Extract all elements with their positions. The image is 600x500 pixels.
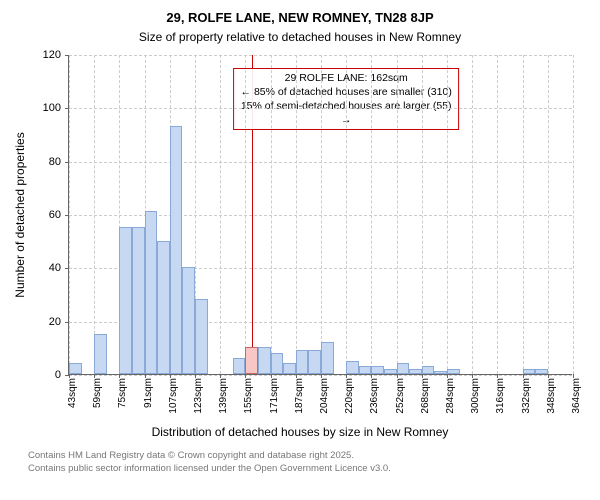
xtick-label: 332sqm — [521, 378, 532, 414]
histogram-bar — [397, 363, 410, 374]
xtick-label: 91sqm — [143, 378, 154, 408]
xtick-label: 43sqm — [67, 378, 78, 408]
chart-title-main: 29, ROLFE LANE, NEW ROMNEY, TN28 8JP — [0, 10, 600, 25]
histogram-bar — [94, 334, 107, 374]
gridline-v — [245, 55, 246, 374]
gridline-v — [346, 55, 347, 374]
histogram-bar — [296, 350, 309, 374]
xtick-label: 364sqm — [571, 378, 582, 414]
histogram-bar — [359, 366, 372, 374]
marker-bar — [245, 347, 258, 374]
gridline-v — [94, 55, 95, 374]
xtick-label: 139sqm — [218, 378, 229, 414]
histogram-bar — [145, 211, 158, 374]
gridline-v — [296, 55, 297, 374]
histogram-bar — [271, 353, 284, 374]
gridline-v — [548, 55, 549, 374]
xtick-label: 220sqm — [344, 378, 355, 414]
histogram-bar — [258, 347, 271, 374]
histogram-bar — [308, 350, 321, 374]
gridline-v — [523, 55, 524, 374]
ytick-label: 80 — [49, 156, 69, 168]
histogram-bar — [170, 126, 183, 374]
xtick-label: 284sqm — [445, 378, 456, 414]
histogram-bar — [523, 369, 536, 374]
plot-area: 29 ROLFE LANE: 162sqm ← 85% of detached … — [68, 55, 572, 375]
footer-line-1: Contains HM Land Registry data © Crown c… — [0, 450, 600, 461]
histogram-bar — [132, 227, 145, 374]
ytick-label: 100 — [43, 102, 69, 114]
ytick-label: 60 — [49, 209, 69, 221]
gridline-v — [371, 55, 372, 374]
ytick-label: 40 — [49, 262, 69, 274]
ytick-label: 20 — [49, 316, 69, 328]
x-axis-label: Distribution of detached houses by size … — [0, 425, 600, 439]
xtick-label: 107sqm — [168, 378, 179, 414]
xtick-label: 155sqm — [243, 378, 254, 414]
histogram-bar — [371, 366, 384, 374]
footer-line-2: Contains public sector information licen… — [0, 463, 600, 474]
xtick-label: 300sqm — [470, 378, 481, 414]
gridline-v — [271, 55, 272, 374]
xtick-label: 123sqm — [193, 378, 204, 414]
xtick-label: 204sqm — [319, 378, 330, 414]
histogram-bar — [233, 358, 246, 374]
gridline-v — [321, 55, 322, 374]
histogram-bar — [182, 267, 195, 374]
histogram-bar — [422, 366, 435, 374]
histogram-bar — [157, 241, 170, 374]
xtick-label: 59sqm — [92, 378, 103, 408]
gridline-v — [69, 55, 70, 374]
histogram-bar — [447, 369, 460, 374]
histogram-bar — [69, 363, 82, 374]
xtick-label: 75sqm — [117, 378, 128, 408]
xtick-label: 268sqm — [420, 378, 431, 414]
xtick-label: 171sqm — [269, 378, 280, 414]
gridline-v — [397, 55, 398, 374]
histogram-bar — [434, 371, 447, 374]
gridline-v — [472, 55, 473, 374]
histogram-bar — [119, 227, 132, 374]
xtick-label: 316sqm — [495, 378, 506, 414]
chart-container: 29, ROLFE LANE, NEW ROMNEY, TN28 8JP Siz… — [0, 0, 600, 500]
xtick-label: 187sqm — [294, 378, 305, 414]
histogram-bar — [409, 369, 422, 374]
gridline-v — [447, 55, 448, 374]
gridline-v — [573, 55, 574, 374]
histogram-bar — [321, 342, 334, 374]
xtick-label: 236sqm — [369, 378, 380, 414]
ytick-label: 120 — [43, 49, 69, 61]
chart-title-sub: Size of property relative to detached ho… — [0, 30, 600, 44]
gridline-v — [220, 55, 221, 374]
histogram-bar — [346, 361, 359, 374]
xtick-label: 252sqm — [395, 378, 406, 414]
gridline-v — [497, 55, 498, 374]
xtick-label: 348sqm — [546, 378, 557, 414]
histogram-bar — [283, 363, 296, 374]
histogram-bar — [535, 369, 548, 374]
histogram-bar — [384, 369, 397, 374]
histogram-bar — [195, 299, 208, 374]
y-axis-label: Number of detached properties — [13, 132, 27, 297]
gridline-v — [422, 55, 423, 374]
